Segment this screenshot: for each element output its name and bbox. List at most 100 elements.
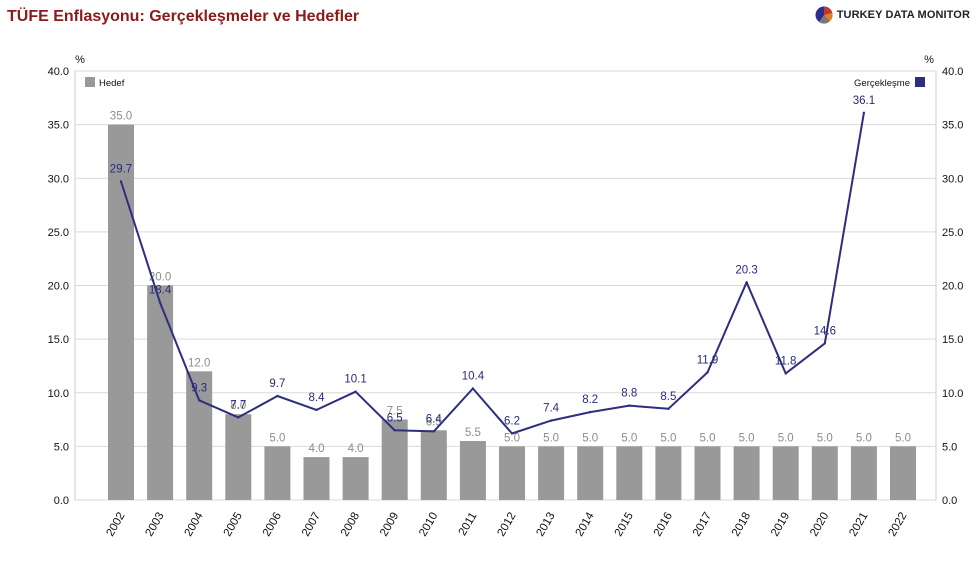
line-data-label: 29.7: [110, 163, 132, 175]
line-point: [237, 416, 240, 419]
line-data-label: 11.8: [775, 355, 797, 367]
bar-data-label: 5.0: [895, 432, 911, 444]
bar-data-label: 5.0: [621, 432, 637, 444]
bar-hedef: [616, 446, 643, 500]
line-point: [315, 408, 318, 412]
line-data-label: 6.4: [426, 413, 443, 425]
chart-title: TÜFE Enflasyonu: Gerçekleşmeler ve Hedef…: [7, 8, 360, 25]
legend-swatch-gerceklesme: [915, 77, 925, 87]
y-tick-label-right: 30.0: [942, 173, 963, 185]
line-data-label: 14.6: [814, 325, 836, 337]
line-data-label: 18.4: [149, 285, 172, 297]
bar-hedef: [733, 446, 760, 500]
line-point: [589, 410, 592, 414]
y-tick-label-left: 10.0: [48, 388, 69, 400]
bar-data-label: 5.0: [660, 432, 676, 444]
line-point: [667, 407, 670, 411]
line-point: [276, 394, 279, 398]
line-data-label: 9.3: [191, 382, 207, 394]
x-tick-label: 2011: [457, 511, 480, 538]
line-point: [784, 372, 787, 375]
x-tick-label: 2012: [495, 511, 518, 539]
line-data-label: 11.9: [697, 354, 719, 366]
line-point: [393, 429, 396, 432]
line-point: [471, 387, 475, 390]
brand-name: TURKEY DATA MONITOR: [836, 9, 970, 21]
y-tick-label-left: 40.0: [48, 66, 69, 78]
y-tick-label-left: 25.0: [48, 227, 69, 239]
line-data-label: 8.4: [309, 392, 326, 404]
y-tick-label-right: 20.0: [942, 281, 963, 293]
y-tick-label-left: 0.0: [54, 495, 69, 507]
bar-hedef: [147, 285, 174, 500]
bar-data-label: 20.0: [149, 272, 171, 284]
x-tick-label: 2015: [613, 511, 636, 539]
bar-data-label: 5.0: [543, 432, 559, 444]
line-point: [510, 432, 514, 435]
x-tick-label: 2021: [847, 511, 870, 539]
bar-hedef: [694, 446, 721, 500]
bar-data-label: 4.0: [309, 443, 325, 455]
legend-swatch-hedef: [85, 77, 95, 87]
y-tick-label-right: 10.0: [942, 388, 963, 400]
bar-data-label: 5.0: [856, 432, 872, 444]
x-tick-label: 2002: [104, 511, 127, 539]
x-tick-label: 2019: [769, 511, 792, 539]
y-tick-label-left: 15.0: [48, 334, 69, 346]
line-point: [119, 180, 123, 183]
line-point: [862, 111, 866, 115]
legend-label-gerceklesme: Gerçekleşme: [854, 78, 910, 89]
bar-hedef: [342, 457, 369, 500]
bar-data-label: 6.5: [426, 416, 442, 428]
x-tick-label: 2017: [691, 511, 714, 539]
line-point: [198, 399, 201, 402]
bar-data-label: 5.0: [739, 432, 755, 444]
bar-hedef: [890, 446, 916, 500]
bar-data-label: 8.0: [230, 400, 246, 412]
line-data-label: 36.1: [853, 95, 875, 107]
pie-logo-icon: [815, 6, 833, 24]
bar-hedef: [186, 371, 213, 500]
y-tick-label-right: 0.0: [942, 495, 957, 507]
bar-hedef: [577, 446, 604, 500]
bar-data-label: 7.5: [387, 406, 403, 418]
bar-hedef: [420, 430, 447, 500]
line-data-label: 7.4: [543, 403, 560, 415]
bar-hedef: [225, 414, 252, 500]
bar-hedef: [499, 446, 525, 500]
bar-data-label: 4.0: [348, 443, 364, 455]
line-data-label: 6.2: [504, 416, 520, 428]
line-data-label: 9.7: [269, 378, 285, 390]
x-tick-label: 2007: [300, 511, 323, 539]
line-point: [354, 390, 357, 393]
bar-data-label: 35.0: [110, 111, 132, 123]
x-tick-label: 2003: [144, 511, 167, 539]
legend-label-hedef: Hedef: [99, 78, 125, 89]
y-unit-left: %: [75, 54, 85, 66]
brand-logo: TURKEY DATA MONITOR: [815, 6, 970, 24]
line-point: [745, 281, 748, 284]
x-tick-label: 2004: [183, 510, 206, 539]
x-tick-label: 2014: [574, 510, 597, 539]
bar-data-label: 5.0: [269, 432, 285, 444]
x-tick-label: 2005: [222, 511, 245, 539]
bar-hedef: [303, 457, 330, 500]
line-point: [706, 371, 709, 374]
y-tick-label-right: 40.0: [942, 66, 963, 78]
x-tick-label: 2018: [730, 511, 753, 539]
line-data-label: 8.8: [621, 388, 637, 400]
line-data-label: 8.2: [582, 394, 598, 406]
bar-hedef: [772, 446, 799, 500]
bar-hedef: [538, 446, 565, 500]
line-data-label: 6.5: [387, 412, 403, 424]
x-tick-label: 2009: [378, 511, 401, 539]
bar-hedef: [381, 419, 408, 500]
bar-hedef: [850, 446, 877, 500]
line-data-label: 10.4: [462, 370, 485, 382]
line-data-label: 20.3: [735, 264, 757, 276]
line-point: [432, 430, 435, 433]
line-data-label: 10.1: [344, 374, 366, 386]
bar-data-label: 5.0: [504, 432, 520, 444]
bar-hedef: [459, 441, 486, 500]
